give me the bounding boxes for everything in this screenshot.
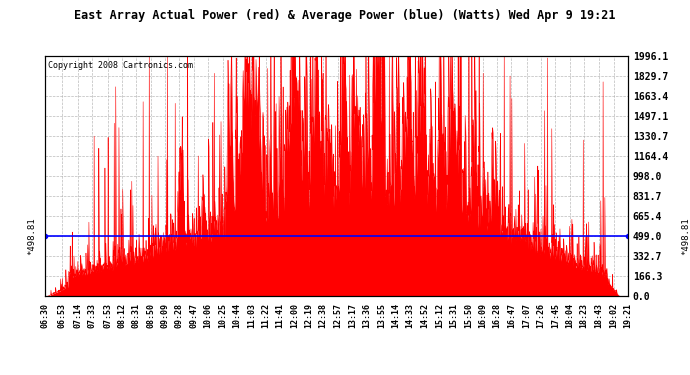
Text: Copyright 2008 Cartronics.com: Copyright 2008 Cartronics.com: [48, 61, 193, 70]
Text: *498.81: *498.81: [682, 217, 690, 255]
Text: *498.81: *498.81: [27, 217, 36, 255]
Text: East Array Actual Power (red) & Average Power (blue) (Watts) Wed Apr 9 19:21: East Array Actual Power (red) & Average …: [75, 9, 615, 22]
